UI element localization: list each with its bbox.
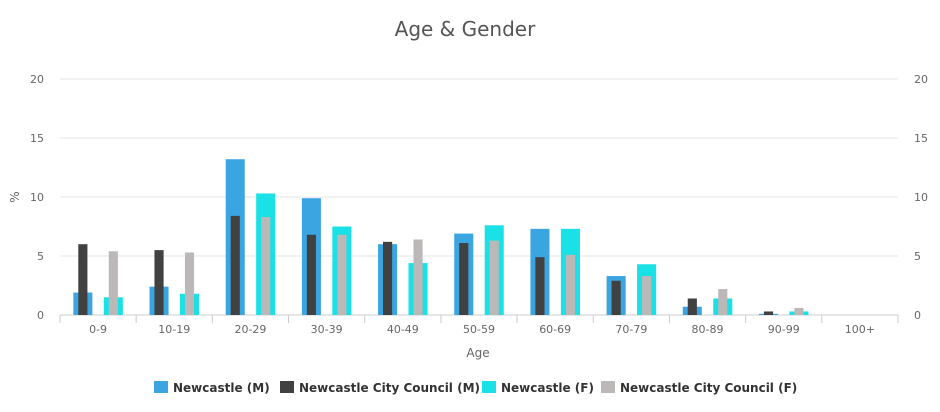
gridlines <box>60 78 898 316</box>
legend-swatch <box>482 381 496 393</box>
x-tick-label: 0-9 <box>89 323 107 336</box>
y-tick-label-left: 0 <box>37 309 44 322</box>
x-tick-label: 100+ <box>845 323 875 336</box>
legend-swatch <box>280 381 294 393</box>
bar <box>383 241 393 315</box>
bar <box>261 217 271 315</box>
legend-label: Newcastle (M) <box>173 381 270 395</box>
x-tick-label: 60-69 <box>539 323 571 336</box>
y-tick-label-left: 5 <box>37 250 44 263</box>
x-axis-label: Age <box>466 346 489 360</box>
y-axis-left-ticks: 0 5 10 15 20 <box>30 73 44 322</box>
legend-label: Newcastle (F) <box>501 381 594 395</box>
bar <box>306 234 316 315</box>
bar <box>154 250 164 315</box>
bar <box>184 252 195 315</box>
bar <box>108 251 118 315</box>
legend-label: Newcastle City Council (M) <box>299 381 480 395</box>
x-tick-label: 40-49 <box>387 323 419 336</box>
legend-label: Newcastle City Council (F) <box>620 381 797 395</box>
x-axis-ticks: 0-9 10-19 20-29 30-39 40-49 50-59 60-69 70-79 80… <box>59 315 899 336</box>
legend-swatch <box>601 381 615 393</box>
bar <box>78 244 88 315</box>
bar <box>642 276 652 315</box>
y-tick-label-right: 10 <box>914 191 928 204</box>
x-tick-label: 50-59 <box>463 323 495 336</box>
bar <box>459 243 469 315</box>
x-tick-label: 30-39 <box>311 323 343 336</box>
bar <box>611 280 621 315</box>
x-tick-label: 80-89 <box>692 323 724 336</box>
y-tick-label-left: 10 <box>30 191 44 204</box>
bar <box>489 240 499 315</box>
x-tick-label: 20-29 <box>234 323 266 336</box>
chart-title: Age & Gender <box>395 17 536 41</box>
y-tick-label-right: 0 <box>914 309 921 322</box>
legend-swatch <box>154 381 168 393</box>
bar <box>337 234 347 315</box>
y-tick-label-left: 15 <box>30 132 44 145</box>
y-axis-label: % <box>8 191 22 202</box>
x-tick-label: 10-19 <box>158 323 190 336</box>
y-tick-label-right: 20 <box>914 73 928 86</box>
x-tick-label: 70-79 <box>615 323 647 336</box>
bar <box>763 311 774 315</box>
bar <box>413 239 423 315</box>
bar <box>535 257 545 315</box>
y-tick-label-left: 20 <box>30 73 44 86</box>
y-axis-right-ticks: 0 5 10 15 20 <box>914 73 928 322</box>
bar <box>565 254 575 315</box>
bar <box>687 298 697 315</box>
legend: Newcastle (M) Newcastle City Council (M) N… <box>154 381 797 395</box>
x-tick-label: 90-99 <box>768 323 800 336</box>
bar <box>230 215 240 315</box>
bars <box>73 159 809 315</box>
y-tick-label-right: 5 <box>914 250 921 263</box>
bar <box>718 289 728 315</box>
y-tick-label-right: 15 <box>914 132 928 145</box>
bar <box>794 307 804 315</box>
